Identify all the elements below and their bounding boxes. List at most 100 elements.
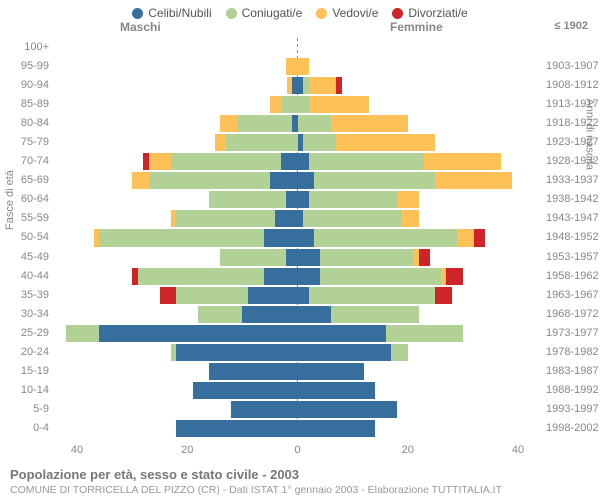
age-row: 80-841918-1922 xyxy=(55,114,540,133)
male-bar xyxy=(215,134,298,151)
female-bar xyxy=(298,306,419,323)
bar-seg-vedovi xyxy=(435,172,512,189)
legend-label: Coniugati/e xyxy=(242,6,303,20)
legend-label: Divorziati/e xyxy=(408,6,467,20)
age-label: 40-44 xyxy=(21,267,55,285)
female-bar xyxy=(298,382,375,399)
legend-item: Vedovi/e xyxy=(316,6,378,20)
header-female: Femmine xyxy=(390,20,443,34)
x-axis: 402002040 xyxy=(55,444,540,458)
bar-seg-vedovi xyxy=(220,115,237,132)
birth-label: 1998-2002 xyxy=(540,419,599,437)
bar-seg-coniugati xyxy=(298,96,309,113)
legend-item: Divorziati/e xyxy=(392,6,467,20)
bar-seg-celibi xyxy=(298,382,375,399)
age-label: 100+ xyxy=(24,38,55,56)
age-label: 95-99 xyxy=(21,57,55,75)
age-label: 50-54 xyxy=(21,228,55,246)
bar-seg-coniugati xyxy=(281,96,298,113)
bar-seg-celibi xyxy=(176,420,297,437)
female-bar xyxy=(298,401,397,418)
female-bar xyxy=(298,58,309,75)
male-bar xyxy=(94,229,298,246)
female-bar xyxy=(298,325,463,342)
bar-seg-celibi xyxy=(298,268,320,285)
legend-swatch xyxy=(316,8,327,19)
female-bar xyxy=(298,229,485,246)
age-row: 65-691933-1937 xyxy=(55,171,540,190)
legend: Celibi/Nubili Coniugati/e Vedovi/e Divorzia… xyxy=(0,0,600,20)
age-label: 25-29 xyxy=(21,324,55,342)
age-row: 75-791923-1927 xyxy=(55,133,540,152)
birth-label: 1953-1957 xyxy=(540,248,599,266)
female-bar xyxy=(298,191,419,208)
bar-seg-coniugati xyxy=(298,115,331,132)
bar-seg-coniugati xyxy=(198,306,242,323)
bar-seg-celibi xyxy=(264,229,297,246)
birth-label: 1938-1942 xyxy=(540,190,599,208)
male-bar xyxy=(220,115,297,132)
bar-seg-celibi xyxy=(298,153,309,170)
female-bar xyxy=(298,153,502,170)
bar-seg-vedovi xyxy=(270,96,281,113)
bar-seg-celibi xyxy=(193,382,298,399)
bar-seg-coniugati xyxy=(220,249,286,266)
bar-seg-celibi xyxy=(99,325,297,342)
age-label: 65-69 xyxy=(21,171,55,189)
bar-seg-celibi xyxy=(298,363,364,380)
bar-seg-coniugati xyxy=(314,229,457,246)
bar-seg-coniugati xyxy=(303,210,402,227)
age-row: 90-941908-1912 xyxy=(55,76,540,95)
legend-item: Celibi/Nubili xyxy=(132,6,211,20)
legend-swatch xyxy=(132,8,143,19)
age-label: 5-9 xyxy=(33,400,55,418)
bar-seg-celibi xyxy=(298,172,315,189)
male-bar xyxy=(220,249,297,266)
bar-seg-celibi xyxy=(242,306,297,323)
bar-seg-celibi xyxy=(298,229,315,246)
bar-seg-celibi xyxy=(231,401,297,418)
footer-title: Popolazione per età, sesso e stato civil… xyxy=(10,467,590,482)
male-bar xyxy=(193,382,298,399)
age-label: 0-4 xyxy=(33,419,55,437)
male-bar xyxy=(287,77,298,94)
female-bar xyxy=(298,420,375,437)
bar-seg-vedovi xyxy=(309,96,370,113)
female-bar xyxy=(298,96,370,113)
bar-seg-divorziati xyxy=(419,249,430,266)
male-bar xyxy=(171,210,298,227)
bar-seg-vedovi xyxy=(331,115,408,132)
age-row: 85-891913-1917 xyxy=(55,95,540,114)
female-bar xyxy=(298,210,419,227)
bar-seg-coniugati xyxy=(391,344,408,361)
female-bar xyxy=(298,249,430,266)
bar-seg-coniugati xyxy=(303,134,336,151)
birth-label: 1978-1982 xyxy=(540,343,599,361)
bar-seg-divorziati xyxy=(435,287,452,304)
bar-seg-coniugati xyxy=(176,287,248,304)
age-label: 20-24 xyxy=(21,343,55,361)
male-bar xyxy=(270,96,298,113)
bar-seg-coniugati xyxy=(320,268,441,285)
x-tick: 20 xyxy=(181,444,193,456)
legend-label: Celibi/Nubili xyxy=(148,6,211,20)
bar-seg-divorziati xyxy=(474,229,485,246)
y-title-right: Anni di nascita xyxy=(584,98,596,170)
x-tick: 40 xyxy=(71,444,83,456)
bar-seg-celibi xyxy=(270,172,298,189)
bar-seg-vedovi xyxy=(149,153,171,170)
gender-header: Maschi Femmine ≤ 1902 xyxy=(0,20,600,38)
bar-seg-coniugati xyxy=(149,172,270,189)
birth-label: 1948-1952 xyxy=(540,228,599,246)
male-bar xyxy=(132,268,297,285)
age-label: 90-94 xyxy=(21,76,55,94)
age-row: 10-141988-1992 xyxy=(55,381,540,400)
age-row: 55-591943-1947 xyxy=(55,209,540,228)
bar-seg-celibi xyxy=(209,363,297,380)
male-bar xyxy=(209,363,297,380)
bar-seg-vedovi xyxy=(309,77,337,94)
birth-label: 1908-1912 xyxy=(540,76,599,94)
birth-label: 1973-1977 xyxy=(540,324,599,342)
female-bar xyxy=(298,134,436,151)
age-label: 35-39 xyxy=(21,286,55,304)
